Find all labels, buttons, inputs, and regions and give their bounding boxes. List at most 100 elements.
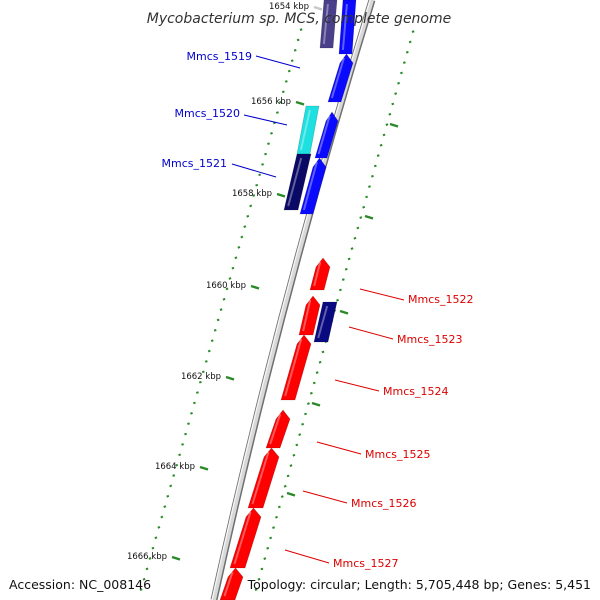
left-tick-dot	[166, 494, 170, 498]
kbp-tick-label: 1662 kbp	[181, 372, 221, 382]
leader-line	[316, 441, 362, 455]
gene-mmcs-1523-partner[interactable]	[313, 301, 338, 343]
gene-mmcs-1519[interactable]	[327, 53, 354, 103]
left-tick-dot	[237, 246, 241, 249]
gene-label-left[interactable]: Mmcs_1520	[175, 107, 240, 120]
gene-mmcs-1521-fwd[interactable]	[299, 157, 327, 215]
right-tick-dot	[356, 226, 360, 230]
gene-label-right[interactable]: Mmcs_1524	[383, 385, 448, 398]
right-tick-dot	[315, 371, 319, 374]
leader-line	[284, 549, 330, 564]
gene-mmcs-1519-faded[interactable]	[319, 0, 338, 49]
left-tick-dot	[151, 546, 155, 550]
left-tick-dot	[243, 225, 247, 228]
right-tick-dot	[397, 81, 401, 85]
right-tick-dot	[411, 30, 415, 33]
left-tick-dot	[187, 422, 190, 426]
right-tick-mark	[311, 401, 321, 407]
gene-label-right[interactable]: Mmcs_1526	[351, 497, 416, 510]
gene-label-right[interactable]: Mmcs_1525	[365, 448, 430, 461]
left-tick-dot	[225, 287, 229, 291]
left-tick-dot	[222, 297, 226, 301]
gene-mmcs-1525[interactable]	[265, 409, 291, 449]
right-tick-dot	[254, 588, 258, 591]
gene-mmcs-1519-fwd-top[interactable]	[338, 0, 357, 55]
leader-line	[255, 55, 301, 69]
left-tick-dot	[219, 308, 223, 311]
backbone-outline	[210, 0, 376, 600]
gene-label-left[interactable]: Mmcs_1519	[187, 50, 252, 63]
kbp-tick-label: 1656 kbp	[251, 97, 291, 107]
gene-mmcs-1523[interactable]	[298, 295, 321, 336]
gene-mmcs-1519-faded-shine	[322, 3, 329, 45]
backbone-core	[212, 0, 374, 600]
left-tick-dot	[154, 536, 158, 540]
gene-mmcs-1524-shine	[284, 338, 303, 397]
left-tick-dot	[216, 318, 220, 322]
leader-line	[231, 163, 277, 178]
right-tick-dot	[408, 40, 412, 44]
left-tick-dot	[207, 349, 211, 353]
left-tick-dot	[281, 90, 285, 94]
right-tick-dot	[388, 112, 392, 116]
gene-mmcs-1523-partner-shine	[317, 305, 329, 339]
right-tick-dot	[275, 515, 278, 519]
left-tick-dot	[284, 80, 288, 83]
right-tick-mark	[339, 309, 349, 315]
left-tick-dot	[160, 515, 164, 519]
gene-mmcs-1519-shine	[330, 57, 345, 99]
left-tick-dot	[264, 152, 267, 156]
right-tick-dot	[359, 216, 363, 219]
leader-line	[302, 490, 348, 504]
kbp-tick-label: 1658 kbp	[232, 189, 272, 199]
gene-mmcs-1520[interactable]	[296, 105, 320, 155]
left-tick-dot	[142, 577, 146, 581]
gene-mmcs-1526-shine	[251, 451, 270, 505]
gene-features	[219, 0, 357, 600]
kbp-tick-mark	[313, 5, 323, 11]
right-tick-dot	[365, 195, 369, 199]
gene-label-right[interactable]: Mmcs_1523	[397, 333, 462, 346]
right-tick-dot	[272, 526, 275, 529]
gene-mmcs-1522[interactable]	[309, 257, 331, 291]
gene-label-left[interactable]: Mmcs_1521	[162, 157, 227, 170]
right-tick-dot	[391, 102, 395, 106]
left-tick-dot	[246, 214, 250, 218]
kbp-ticks: 1654 kbp 1656 kbp 1658 kbp 1660 kbp 1662 kbp…	[127, 2, 399, 562]
right-tick-dot	[382, 133, 386, 137]
right-tick-dot	[295, 443, 299, 447]
gene-mmcs-1520-fwd[interactable]	[314, 111, 339, 159]
right-tick-dot	[353, 236, 357, 240]
genome-backbone	[210, 0, 376, 600]
left-tick-dot	[293, 49, 297, 52]
gene-mmcs-1522-shine	[313, 261, 322, 287]
left-tick-dot	[172, 474, 176, 477]
gene-mmcs-1524[interactable]	[280, 334, 312, 401]
left-tick-dot	[258, 173, 262, 177]
gene-mmcs-1526[interactable]	[247, 447, 280, 509]
right-tick-dot	[280, 495, 284, 498]
right-tick-dot	[283, 484, 287, 488]
gene-label-right[interactable]: Mmcs_1527	[333, 557, 398, 570]
gene-mmcs-1528-partial[interactable]	[219, 567, 244, 600]
left-tick-dot	[184, 432, 187, 436]
left-tick-dot	[190, 411, 193, 415]
right-tick-dot	[257, 577, 261, 581]
left-tick-dot	[163, 505, 167, 508]
map-title: Mycobacterium sp. MCS, complete genome	[147, 11, 452, 27]
left-tick-dot	[267, 142, 270, 146]
right-tick-dot	[373, 164, 377, 168]
left-tick-dot	[240, 235, 244, 239]
kbp-tick-label: 1664 kbp	[155, 462, 195, 472]
right-tick-dot	[370, 174, 374, 178]
gene-label-right[interactable]: Mmcs_1522	[408, 293, 473, 306]
gene-mmcs-1527[interactable]	[229, 507, 262, 569]
left-tick-dot	[270, 131, 273, 135]
left-tick-dot	[252, 194, 256, 197]
left-tick-dot	[287, 69, 291, 73]
gene-labels: Mmcs_1519 Mmcs_1520 Mmcs_1521 Mmcs_1522 Mmcs…	[162, 50, 474, 570]
gene-mmcs-1520-fwd-shine	[317, 115, 331, 155]
gene-mmcs-1521[interactable]	[283, 153, 312, 211]
left-tick-dot	[255, 183, 259, 187]
right-tick-dot	[338, 288, 342, 292]
